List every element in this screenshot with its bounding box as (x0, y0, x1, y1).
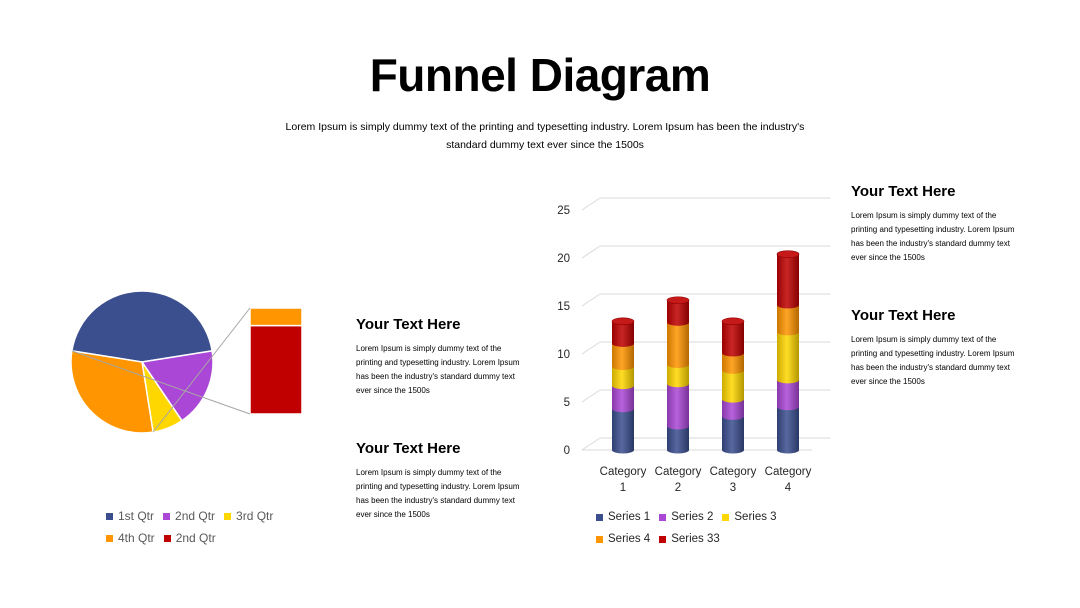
x-tick-label-line2: 3 (730, 482, 736, 494)
legend-item: Series 33 (659, 533, 720, 545)
bar-segment (777, 305, 799, 336)
text-block-2: Your Text Here Lorem Ipsum is simply dum… (356, 440, 521, 522)
x-tick-label-line2: 2 (675, 482, 681, 494)
legend-label: 2nd Qtr (175, 509, 216, 523)
block-heading: Your Text Here (356, 316, 461, 333)
bar-segment (722, 399, 744, 420)
y-tick-label: 20 (557, 253, 570, 265)
legend-item: Series 4 (596, 533, 650, 545)
legend-label: 3rd Qtr (236, 509, 274, 523)
legend-item: 4th Qtr (106, 531, 155, 545)
legend-swatch (224, 512, 232, 520)
block-body: Lorem Ipsum is simply dummy text of the … (356, 468, 520, 519)
block-body: Lorem Ipsum is simply dummy text of the … (851, 211, 1015, 262)
connector-line-top (152, 307, 251, 433)
bar-segment (612, 321, 634, 347)
block-heading: Your Text Here (356, 440, 461, 457)
legend-swatch (596, 535, 603, 543)
legend-swatch (659, 535, 667, 543)
y-tick-label: 5 (564, 397, 570, 409)
gridline-diagonal (581, 197, 601, 211)
legend-swatch (106, 534, 113, 542)
legend-label: Series 3 (734, 511, 777, 523)
legend-item: 2nd Qtr (163, 531, 216, 545)
bar-segment (667, 300, 689, 326)
legend-item: 2nd Qtr (163, 509, 215, 523)
y-tick-label: 0 (564, 445, 570, 457)
legend-label: Series 1 (608, 511, 651, 523)
bar-segment (667, 322, 689, 369)
pie-slice-1 (71, 290, 213, 363)
text-block-4: Your Text Here Lorem Ipsum is simply dum… (851, 307, 1016, 389)
legend-label: 1st Qtr (118, 509, 155, 523)
pie-chart (70, 290, 303, 434)
legend-swatch (163, 534, 171, 542)
x-tick-label: Category (600, 466, 647, 478)
legend-swatch (163, 512, 171, 520)
block-body: Lorem Ipsum is simply dummy text of the … (851, 335, 1015, 386)
legend-label: Series 2 (671, 511, 714, 523)
bar-segment (722, 416, 744, 454)
cylinder-cap (611, 317, 635, 326)
x-tick-label: Category (765, 466, 812, 478)
x-tick-label: Category (710, 466, 757, 478)
bar-segment (667, 364, 689, 388)
bar-chart: 0 5 10 15 20 25 Category 1 Category 2 Category 3 Cat… (557, 197, 830, 494)
legend-item: Series 3 (722, 511, 777, 523)
cylinder-cap (666, 296, 690, 305)
bar-segment (722, 353, 744, 374)
breakdown-bar-segment-1 (249, 307, 303, 327)
legend-swatch (659, 513, 667, 521)
gridline-diagonal (581, 437, 601, 451)
bar-segment (667, 383, 689, 430)
connector-line-bottom (71, 350, 251, 415)
pie-slice-4 (70, 350, 154, 434)
legend-label: 2nd Qtr (175, 531, 216, 545)
legend-swatch (106, 512, 113, 520)
legend-label: Series 4 (608, 533, 651, 545)
legend-item: 3rd Qtr (224, 509, 273, 523)
legend-label: Series 33 (671, 533, 720, 545)
y-tick-label: 15 (557, 301, 570, 313)
bar-segment (777, 379, 799, 411)
bar-legend: Series 1 Series 2 Series 3 Series 4 Series 3… (596, 506, 786, 550)
page-title: Funnel Diagram (369, 49, 711, 101)
legend-item: Series 2 (659, 511, 713, 523)
x-tick-label-line2: 1 (620, 482, 626, 494)
bar-segment (612, 385, 634, 413)
legend-item: 1st Qtr (106, 509, 154, 523)
bar-segment (612, 366, 634, 390)
legend-swatch (722, 513, 730, 521)
cylinder-cap (776, 250, 800, 258)
block-heading: Your Text Here (851, 183, 956, 200)
text-block-3: Your Text Here Lorem Ipsum is simply dum… (851, 183, 1016, 265)
legend-swatch (596, 513, 603, 521)
legend-item: Series 1 (596, 511, 650, 523)
bar-segment (612, 408, 634, 454)
y-tick-label: 10 (557, 349, 570, 361)
bar-segment (667, 426, 689, 454)
bar-segment (612, 343, 634, 370)
bar-segment (722, 321, 744, 357)
page-subtitle: Lorem Ipsum is simply dummy text of the … (285, 121, 805, 151)
x-tick-label-line2: 4 (785, 482, 792, 494)
bar-segment (777, 406, 799, 454)
gridline-diagonal (581, 341, 601, 355)
breakdown-bar-segment-2 (249, 324, 303, 415)
gridline-diagonal (581, 245, 601, 259)
bar-segment (777, 254, 799, 309)
y-tick-label: 25 (557, 205, 570, 217)
text-block-1: Your Text Here Lorem Ipsum is simply dum… (356, 316, 521, 398)
x-tick-label: Category (655, 466, 702, 478)
bar-segment (722, 370, 744, 403)
bar-segment (777, 331, 799, 384)
gridline-diagonal (581, 293, 601, 307)
cylinder-cap (721, 317, 745, 326)
pie-legend: 1st Qtr 2nd Qtr 3rd Qtr 4th Qtr 2nd Qtr (106, 505, 282, 549)
block-body: Lorem Ipsum is simply dummy text of the … (356, 344, 520, 395)
legend-label: 4th Qtr (118, 531, 155, 545)
gridline-diagonal (581, 389, 601, 403)
block-heading: Your Text Here (851, 307, 956, 324)
